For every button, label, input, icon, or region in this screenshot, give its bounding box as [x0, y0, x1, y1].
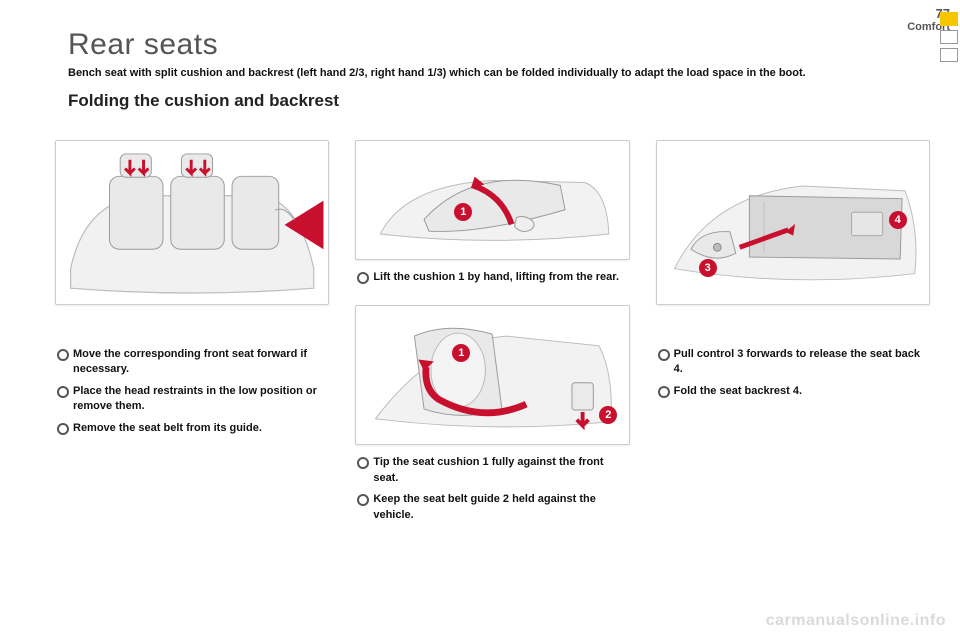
- lead-paragraph: Bench seat with split cushion and backre…: [68, 66, 930, 81]
- tab-inactive: [940, 30, 958, 44]
- tab-active: [940, 12, 958, 26]
- figure-headrests: [55, 140, 329, 305]
- column-2: 1 Lift the cushion 1 by hand, lifting fr…: [355, 140, 629, 612]
- tab-inactive: [940, 48, 958, 62]
- bullet-item: Pull control 3 forwards to release the s…: [656, 347, 930, 378]
- bullet-item: Remove the seat belt from its guide.: [55, 421, 329, 436]
- col1-bullets: Move the corresponding front seat forwar…: [55, 347, 329, 442]
- subtitle: Folding the cushion and backrest: [68, 91, 930, 111]
- bullet-item: Tip the seat cushion 1 fully against the…: [355, 455, 629, 486]
- page-title: Rear seats: [68, 28, 930, 62]
- column-3: 3 4 Pull control 3 forwards to release t…: [656, 140, 930, 612]
- bullet-item: Place the head restraints in the low pos…: [55, 384, 329, 415]
- callout-4: 4: [889, 211, 907, 229]
- figure-fold-backrest: 3 4: [656, 140, 930, 305]
- figure-lift-cushion: 1: [355, 140, 629, 260]
- bullet-item: Lift the cushion 1 by hand, lifting from…: [355, 270, 629, 285]
- section-tabs: [940, 12, 960, 66]
- fig-c-captions: Tip the seat cushion 1 fully against the…: [355, 455, 629, 529]
- fig-b-caption: Lift the cushion 1 by hand, lifting from…: [355, 270, 629, 291]
- bullet-item: Fold the seat backrest 4.: [656, 384, 930, 399]
- bullet-item: Keep the seat belt guide 2 held against …: [355, 492, 629, 523]
- column-1: Move the corresponding front seat forwar…: [55, 140, 329, 612]
- figure-tip-cushion: 1 2: [355, 305, 629, 445]
- content-columns: Move the corresponding front seat forwar…: [55, 140, 930, 612]
- watermark: carmanualsonline.info: [766, 612, 946, 630]
- callout-3: 3: [699, 259, 717, 277]
- bullet-item: Move the corresponding front seat forwar…: [55, 347, 329, 378]
- col3-captions: Pull control 3 forwards to release the s…: [656, 347, 930, 405]
